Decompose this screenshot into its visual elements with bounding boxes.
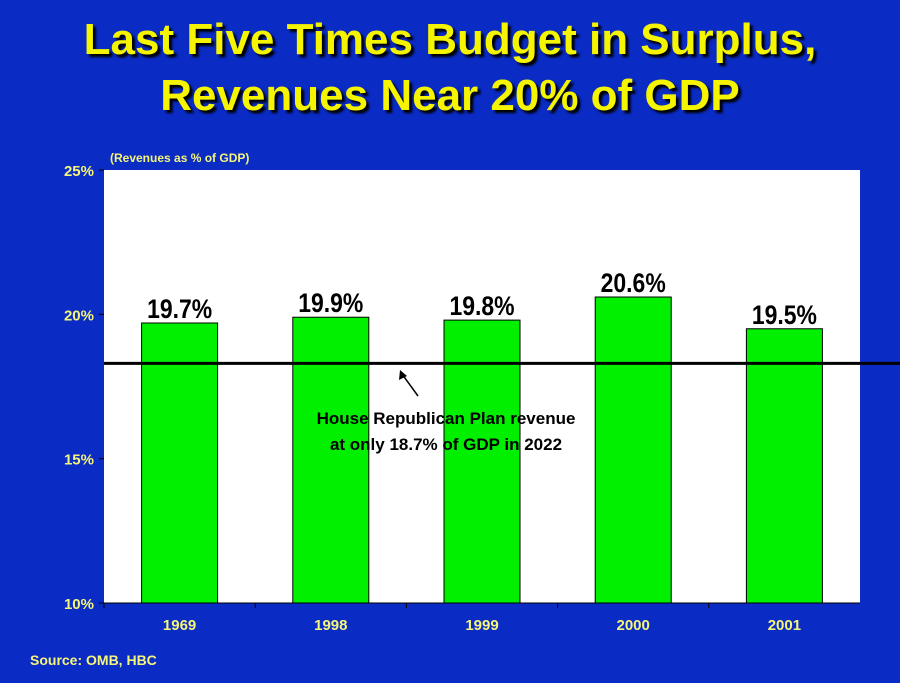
x-tick-label: 1969: [163, 617, 196, 634]
x-tick-label: 1999: [465, 617, 498, 634]
annotation-arrow: [401, 373, 419, 397]
bar: [443, 319, 521, 604]
data-label: 19.9%: [298, 289, 363, 319]
bar: [141, 322, 219, 604]
annotation-line-1: House Republican Plan revenue: [317, 409, 576, 428]
source-note: Source: OMB, HBC: [30, 652, 157, 668]
x-tick-label: 1998: [314, 617, 347, 634]
y-tick-label: 10%: [64, 596, 94, 613]
x-tick-label: 2000: [617, 617, 650, 634]
title-line-2: Revenues Near 20% of GDP: [160, 71, 740, 120]
annotation-arrowhead: [399, 370, 407, 380]
annotation-line-2: at only 18.7% of GDP in 2022: [330, 435, 562, 454]
data-label: 19.5%: [752, 300, 817, 330]
data-label: 19.7%: [147, 294, 212, 324]
y-tick-label: 15%: [64, 452, 94, 469]
x-tick-label: 2001: [768, 617, 801, 634]
annotation: House Republican Plan revenue at only 18…: [317, 370, 576, 454]
chart-subtitle: (Revenues as % of GDP): [110, 151, 249, 165]
bar: [745, 328, 823, 604]
bar: [292, 316, 370, 604]
y-tick-label: 25%: [64, 163, 94, 180]
data-label: 19.8%: [449, 291, 514, 321]
data-label: 20.6%: [601, 268, 666, 298]
title-line-1: Last Five Times Budget in Surplus,: [83, 15, 817, 64]
bar: [594, 296, 672, 604]
y-tick-label: 20%: [64, 307, 94, 324]
